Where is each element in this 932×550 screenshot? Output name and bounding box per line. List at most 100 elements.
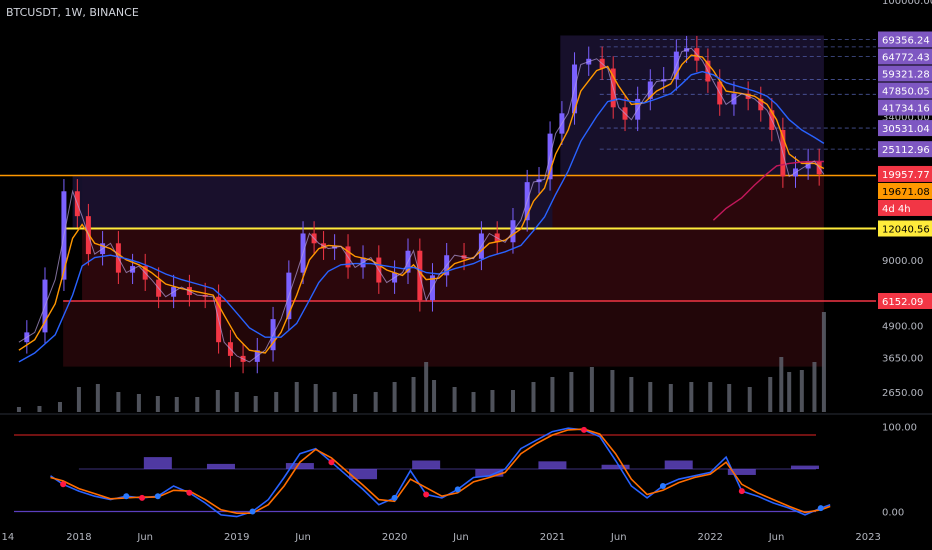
- x-tick-label: 2018: [66, 532, 91, 543]
- volume-bar: [432, 380, 437, 412]
- x-tick-label: Jun: [136, 532, 153, 543]
- volume-bar: [610, 370, 615, 412]
- volume-bar: [668, 384, 673, 412]
- price-label-box: [878, 292, 932, 309]
- price-label-box: [878, 182, 932, 199]
- oscillator-cross-dot: [154, 493, 161, 500]
- volume-bar: [155, 396, 160, 412]
- volume-bar: [799, 370, 804, 412]
- volume-bar: [353, 394, 358, 412]
- oscillator-cross-dot: [391, 494, 398, 501]
- y-tick-label: 4900.00: [882, 322, 923, 333]
- price-label-8: 4d 4h: [882, 204, 911, 215]
- price-label-box: [878, 65, 932, 82]
- volume-bar: [510, 390, 515, 412]
- oscillator-cross-dot: [423, 491, 430, 498]
- volume-bar: [708, 382, 713, 412]
- volume-bar: [569, 372, 574, 412]
- price-label-11: 6152.09: [882, 297, 923, 308]
- price-label-box: [878, 120, 932, 137]
- price-label-1: 64772.43: [882, 52, 930, 63]
- volume-bar: [37, 406, 42, 412]
- volume-bar: [294, 382, 299, 412]
- oscillator-line-0: [50, 427, 831, 518]
- volume-bar: [195, 397, 200, 412]
- volume-bar: [411, 377, 416, 412]
- volume-bar: [253, 396, 258, 412]
- oscillator-histogram-bar: [285, 463, 314, 469]
- volume-bar: [95, 384, 100, 412]
- price-label-3: 47850.05: [882, 86, 930, 97]
- oscillator-cross-dot: [738, 488, 745, 495]
- volume-bar: [174, 397, 179, 412]
- moving-average-1: [18, 70, 825, 363]
- price-label-9: 19671.08: [882, 187, 930, 198]
- oscillator-histogram-bar: [538, 461, 567, 469]
- price-label-box: [878, 199, 932, 216]
- volume-bar: [424, 362, 429, 412]
- x-tick-label: 2020: [382, 532, 407, 543]
- volume-bar: [215, 390, 220, 412]
- oscillator-histogram-bar: [412, 460, 441, 469]
- price-label-2: 59321.28: [882, 69, 930, 80]
- x-tick-label: 2019: [224, 532, 249, 543]
- oscillator-histogram-bar: [206, 463, 235, 469]
- volume-bar: [274, 392, 279, 412]
- price-label-box: [878, 141, 932, 158]
- price-label-5: 30531.04: [882, 124, 930, 135]
- oscillator-cross-dot: [328, 459, 335, 466]
- oscillator-y-tick-label: 0.00: [882, 508, 904, 519]
- volume-bar: [747, 387, 752, 412]
- volume-bar: [531, 382, 536, 412]
- oscillator-histogram-bar: [349, 469, 378, 480]
- volume-bar: [332, 392, 337, 412]
- oscillator-cross-dot: [139, 494, 146, 501]
- x-tick-label: Jun: [452, 532, 469, 543]
- price-label-7: 19957.77: [882, 170, 930, 181]
- volume-bar: [490, 390, 495, 412]
- price-label-6: 25112.96: [882, 145, 930, 156]
- oscillator-cross-dot: [581, 426, 587, 433]
- oscillator-cross-dot: [817, 505, 824, 512]
- range-zone: [72, 175, 553, 229]
- x-tick-label: 2022: [698, 532, 723, 543]
- volume-bar: [812, 362, 817, 412]
- volume-bar: [821, 312, 826, 412]
- price-label-box: [878, 48, 932, 65]
- volume-bar: [76, 387, 81, 412]
- volume-bar: [16, 407, 21, 412]
- volume-bar: [452, 387, 457, 412]
- moving-average-2: [712, 160, 824, 221]
- y-tick-label: 2650.00: [882, 388, 923, 399]
- price-label-10: 12040.56: [882, 225, 930, 236]
- volume-bar: [629, 377, 634, 412]
- oscillator-histogram-bar: [664, 460, 693, 469]
- price-label-0: 69356.24: [882, 35, 930, 46]
- volume-bar: [727, 384, 732, 412]
- x-tick-label: 14: [2, 532, 15, 543]
- y-tick-label: 34000.00: [882, 112, 930, 123]
- oscillator-cross-dot: [659, 483, 666, 489]
- volume-bar: [313, 384, 318, 412]
- x-tick-label: Jun: [610, 532, 627, 543]
- x-tick-label: 2023: [855, 532, 880, 543]
- oscillator-cross-dot: [123, 493, 130, 500]
- moving-average-0: [18, 54, 825, 354]
- volume-bar: [136, 394, 141, 412]
- oscillator-histogram-bar: [143, 457, 172, 469]
- oscillator-y-tick-label: 100.00: [882, 423, 917, 434]
- volume-bar: [648, 382, 653, 412]
- price-label-box: [878, 165, 932, 182]
- volume-bar: [471, 392, 476, 412]
- volume-bar: [57, 402, 62, 412]
- oscillator-line-1: [50, 428, 831, 514]
- y-tick-label: 3650.00: [882, 353, 923, 364]
- volume-bar: [373, 392, 378, 412]
- volume-bar: [116, 392, 121, 412]
- price-label-box: [878, 82, 932, 99]
- volume-bar: [787, 372, 792, 412]
- oscillator-histogram-bar: [790, 465, 819, 469]
- support-zone: [63, 300, 824, 367]
- oscillator-histogram-bar: [601, 464, 630, 469]
